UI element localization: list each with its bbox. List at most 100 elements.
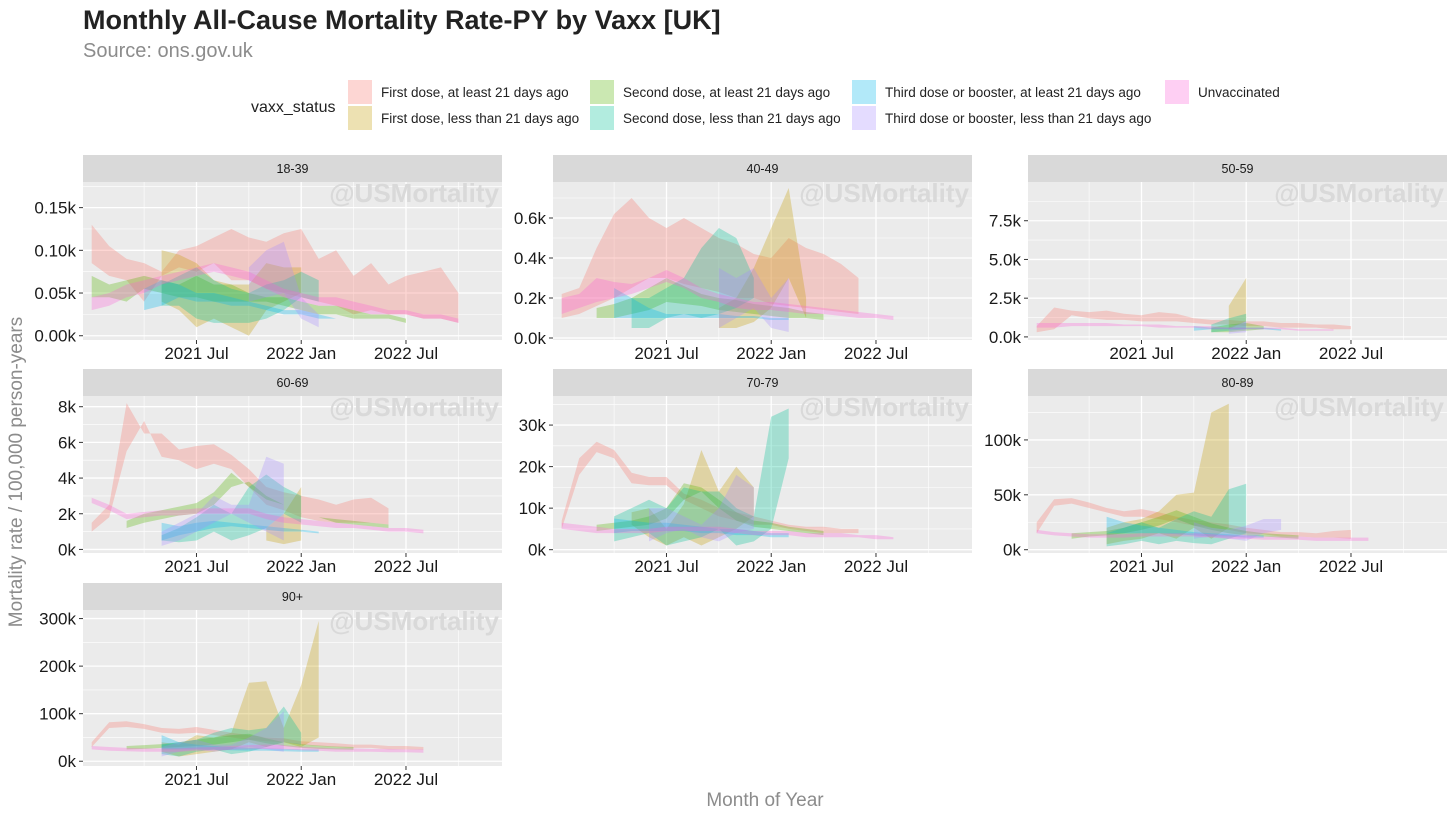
ribbon-third-dose-or-booster-less-than-21-days-ago bbox=[718, 268, 789, 332]
legend-item-third-dose-or-booster-at-least-21-days-ago: Third dose or booster, at least 21 days … bbox=[852, 80, 1141, 104]
x-tick-label: 2022 Jul bbox=[374, 344, 438, 363]
y-tick-label: 0.0k bbox=[989, 328, 1022, 347]
facet-strip bbox=[1028, 369, 1447, 396]
ribbons bbox=[91, 620, 424, 757]
facet-18-39: 18-39 @USMortality 0.00k 0.05k 0.10k 0.15k 202… bbox=[34, 155, 502, 363]
facet-strip bbox=[83, 155, 502, 182]
gridlines bbox=[553, 396, 972, 553]
ribbon-unvaccinated bbox=[1036, 323, 1334, 331]
gridlines bbox=[83, 396, 502, 553]
ribbon-second-dose-at-least-21-days-ago bbox=[596, 278, 824, 320]
ribbon-third-dose-or-booster-less-than-21-days-ago bbox=[649, 474, 754, 542]
facet-90: 90+ @USMortality 0k 100k 200k 300k 2021 Jul 202… bbox=[39, 583, 502, 789]
ribbon-third-dose-or-booster-at-least-21-days-ago bbox=[614, 288, 789, 320]
legend-item-first-dose-less-than-21-days-ago: First dose, less than 21 days ago bbox=[348, 106, 579, 130]
facet-strip-label: 18-39 bbox=[277, 162, 309, 176]
ribbon-third-dose-or-booster-at-least-21-days-ago bbox=[614, 518, 789, 538]
legend-key bbox=[590, 80, 614, 104]
ribbon-third-dose-or-booster-less-than-21-days-ago bbox=[1193, 519, 1282, 541]
x-tick-label: 2022 Jan bbox=[736, 344, 806, 363]
y-tick-label: 0.10k bbox=[34, 241, 76, 260]
legend-item-first-dose-at-least-21-days-ago: First dose, at least 21 days ago bbox=[348, 80, 569, 104]
ribbon-first-dose-less-than-21-days-ago bbox=[631, 450, 754, 546]
watermark: @USMortality bbox=[799, 392, 969, 422]
ribbon-third-dose-or-booster-at-least-21-days-ago bbox=[161, 735, 319, 752]
ribbons bbox=[91, 403, 424, 546]
ribbon-second-dose-at-least-21-days-ago bbox=[1071, 510, 1299, 539]
y-tick-label: 30k bbox=[519, 416, 547, 435]
y-tick-label: 8k bbox=[58, 398, 76, 417]
y-tick-label: 4k bbox=[58, 469, 76, 488]
x-tick-label: 2021 Jul bbox=[634, 344, 698, 363]
ribbon-second-dose-less-than-21-days-ago bbox=[1106, 483, 1247, 547]
legend-label: Second dose, at least 21 days ago bbox=[623, 85, 830, 100]
x-tick-label: 2022 Jul bbox=[374, 557, 438, 576]
x-tick-label: 2021 Jul bbox=[164, 344, 228, 363]
y-tick-label: 0.6k bbox=[514, 209, 547, 228]
y-tick-label: 0.0k bbox=[514, 329, 547, 348]
ribbon-first-dose-at-least-21-days-ago bbox=[91, 403, 389, 532]
ribbon-first-dose-less-than-21-days-ago bbox=[1106, 403, 1229, 545]
ribbon-second-dose-less-than-21-days-ago bbox=[161, 706, 302, 757]
facet-panel bbox=[1028, 396, 1447, 553]
y-tick-label: 300k bbox=[39, 610, 76, 629]
y-tick-label: 0.4k bbox=[514, 249, 547, 268]
facet-strip-label: 70-79 bbox=[747, 376, 779, 390]
y-tick-label: 0.2k bbox=[514, 289, 547, 308]
ribbon-unvaccinated bbox=[91, 744, 424, 753]
ribbon-unvaccinated bbox=[91, 497, 424, 534]
ribbon-third-dose-or-booster-less-than-21-days-ago bbox=[161, 711, 284, 757]
watermark: @USMortality bbox=[329, 178, 499, 208]
gridlines bbox=[1028, 182, 1447, 340]
x-tick-label: 2021 Jul bbox=[1109, 557, 1173, 576]
y-tick-label: 200k bbox=[39, 657, 76, 676]
ribbon-third-dose-or-booster-less-than-21-days-ago bbox=[1228, 321, 1247, 334]
legend-label: Third dose or booster, at least 21 days … bbox=[885, 85, 1141, 100]
legend-item-third-dose-or-booster-less-than-21-days-ago: Third dose or booster, less than 21 days… bbox=[852, 106, 1151, 130]
y-tick-label: 0.05k bbox=[34, 284, 76, 303]
y-tick-label: 0k bbox=[1003, 541, 1021, 560]
legend-label: Unvaccinated bbox=[1198, 85, 1280, 100]
ribbon-unvaccinated bbox=[1036, 529, 1369, 541]
ribbon-second-dose-at-least-21-days-ago bbox=[596, 483, 824, 536]
facet-strip bbox=[83, 583, 502, 610]
facet-strip bbox=[553, 369, 972, 396]
ribbon-third-dose-or-booster-less-than-21-days-ago bbox=[248, 241, 319, 328]
gridlines bbox=[83, 182, 502, 340]
facet-strip bbox=[553, 155, 972, 182]
y-tick-label: 0k bbox=[58, 752, 76, 771]
ribbon-first-dose-less-than-21-days-ago bbox=[1228, 278, 1247, 330]
x-tick-label: 2022 Jul bbox=[1319, 557, 1383, 576]
x-tick-label: 2022 Jan bbox=[266, 770, 336, 789]
ribbon-second-dose-less-than-21-days-ago bbox=[614, 408, 789, 546]
ribbon-second-dose-less-than-21-days-ago bbox=[161, 474, 302, 543]
ribbon-first-dose-less-than-21-days-ago bbox=[161, 620, 319, 757]
facet-80-89: 80-89 @USMortality 0k 50k 100k 2021 Jul 2022 J… bbox=[984, 369, 1447, 576]
ribbons bbox=[561, 188, 894, 332]
chart-title: Monthly All-Cause Mortality Rate-PY by V… bbox=[83, 5, 721, 35]
ribbon-second-dose-at-least-21-days-ago bbox=[126, 733, 354, 750]
x-tick-label: 2022 Jul bbox=[844, 344, 908, 363]
y-tick-label: 50k bbox=[994, 486, 1022, 505]
watermark: @USMortality bbox=[329, 392, 499, 422]
ribbons bbox=[561, 408, 894, 546]
facet-panel bbox=[553, 396, 972, 553]
x-tick-label: 2022 Jul bbox=[374, 770, 438, 789]
x-tick-label: 2021 Jul bbox=[164, 770, 228, 789]
gridlines bbox=[83, 610, 502, 766]
chart-subtitle: Source: ons.gov.uk bbox=[83, 40, 254, 62]
y-tick-label: 0k bbox=[58, 540, 76, 559]
ribbon-second-dose-at-least-21-days-ago bbox=[91, 275, 406, 323]
legend-key bbox=[348, 106, 372, 130]
legend-title: vaxx_status bbox=[251, 99, 335, 116]
facet-panel bbox=[83, 610, 502, 766]
facet-strip bbox=[83, 369, 502, 396]
gridlines bbox=[1028, 396, 1447, 553]
y-tick-label: 20k bbox=[519, 458, 547, 477]
facet-panel bbox=[1028, 182, 1447, 340]
facet-strip-label: 40-49 bbox=[747, 162, 779, 176]
facet-strip bbox=[1028, 155, 1447, 182]
ribbon-first-dose-at-least-21-days-ago bbox=[1036, 307, 1351, 333]
facet-strip-label: 50-59 bbox=[1222, 162, 1254, 176]
